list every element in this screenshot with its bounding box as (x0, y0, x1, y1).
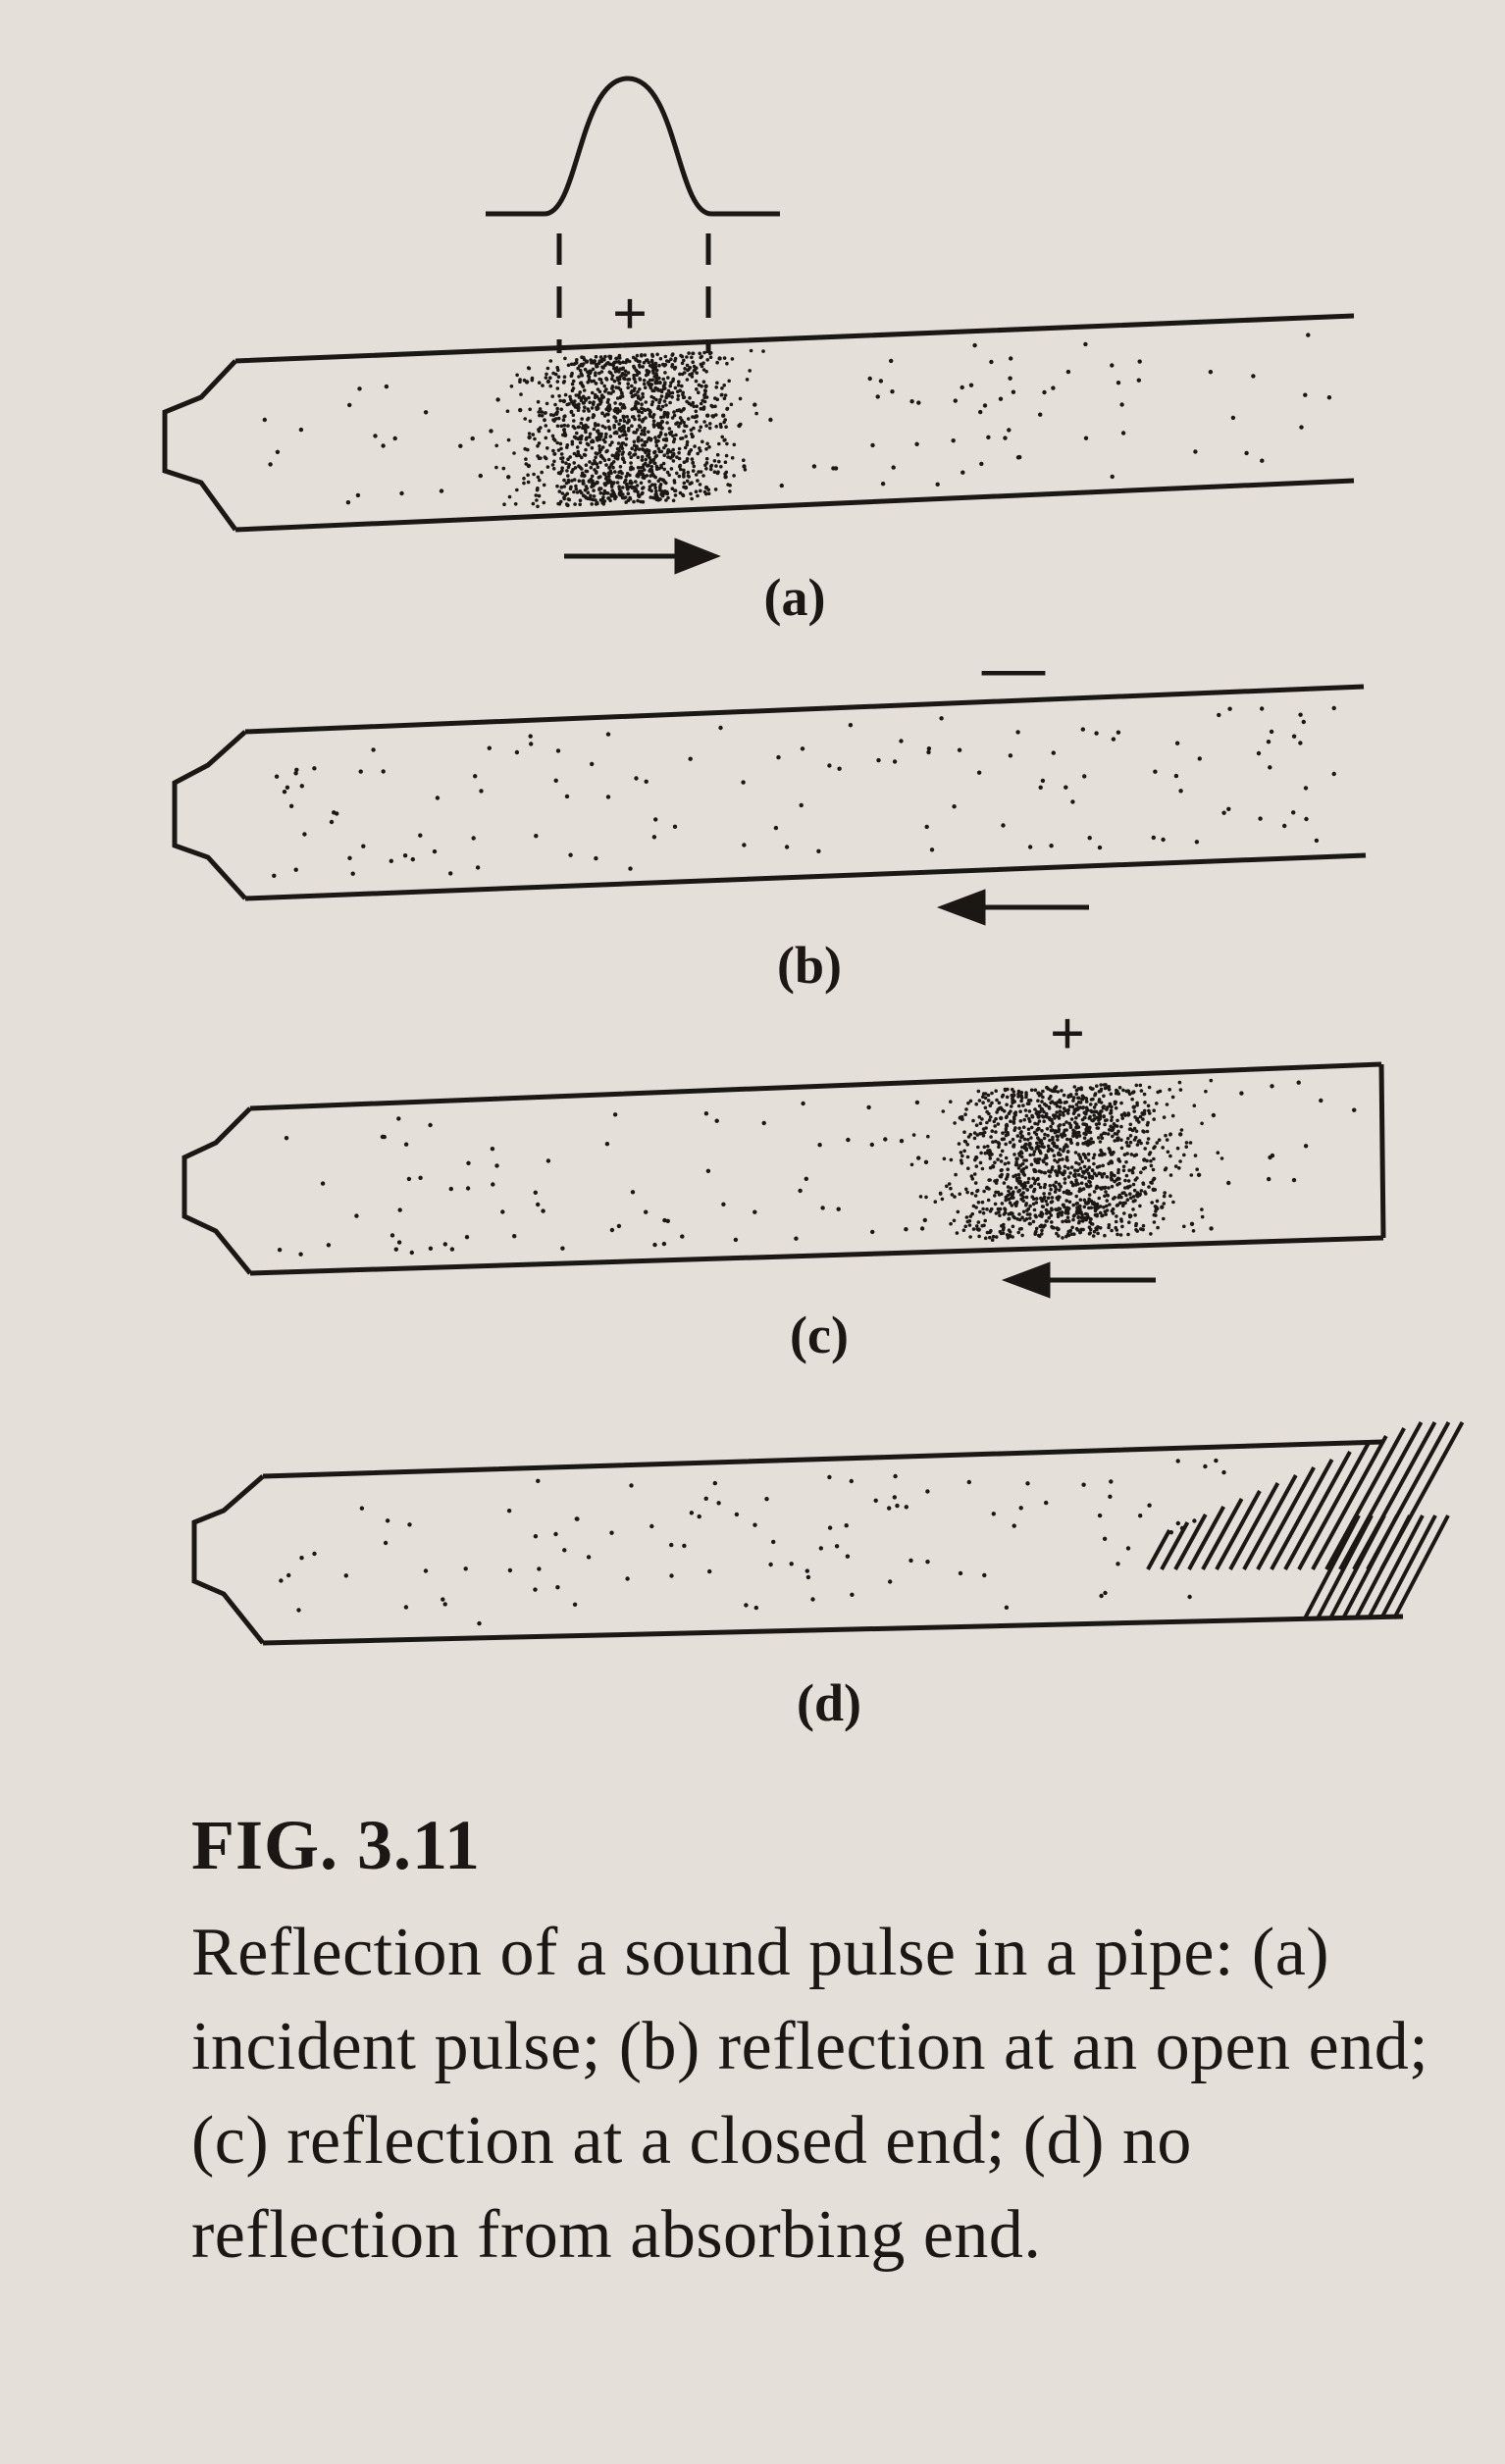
pulse-waveform (486, 76, 780, 353)
panel-d-pipe (191, 1439, 1404, 1646)
panel-c-pipe (182, 1061, 1386, 1276)
panel-b-pipe (172, 684, 1367, 901)
arrow-left-c (1001, 1261, 1156, 1299)
panel-c-particles (277, 1078, 1357, 1257)
panel-a-particles (262, 333, 1332, 509)
panel-b-sign: — (982, 632, 1045, 701)
panel-a-label: (a) (763, 568, 826, 627)
panel-a-sign: + (611, 279, 649, 348)
arrow-left-b (936, 889, 1089, 926)
panel-d-label: (d) (797, 1673, 861, 1732)
absorbing-end-hatching (1146, 1421, 1465, 1619)
panel-c-label: (c) (790, 1306, 849, 1364)
panel-b-particles (272, 705, 1336, 878)
figure-number: FIG. 3.11 (191, 1806, 482, 1884)
panel-d-particles (279, 1458, 1226, 1626)
panel-c-sign: + (1049, 999, 1086, 1068)
panel-a-pipe (162, 313, 1355, 533)
panel-b-label: (b) (777, 936, 842, 995)
arrow-right-a (564, 538, 721, 575)
figure-caption: FIG. 3.11 Reflection of a sound pulse in… (191, 1805, 1457, 2283)
caption-text: Reflection of a sound pulse in a pipe: (… (191, 1915, 1429, 2273)
pipe-reflection-diagram (162, 76, 1465, 1646)
